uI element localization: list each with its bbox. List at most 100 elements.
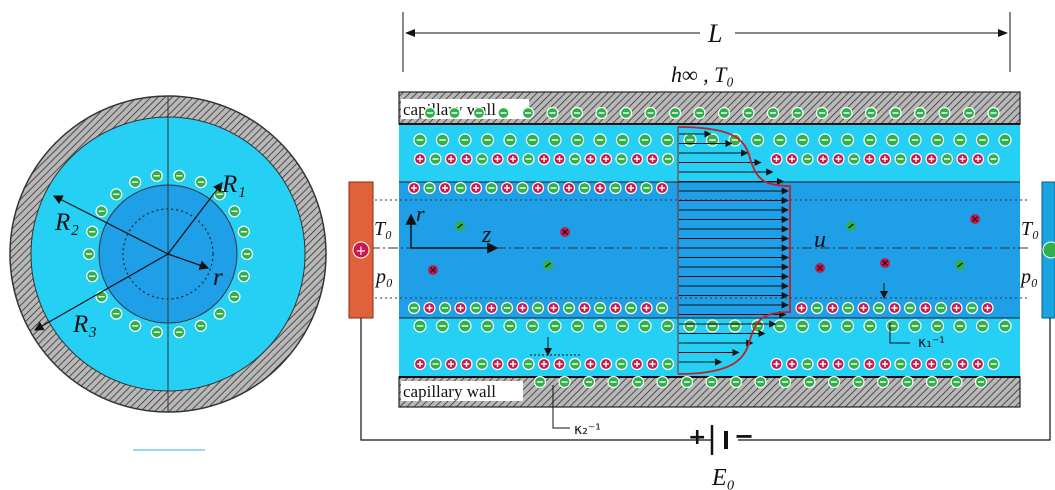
label-T0-left: T₀	[374, 218, 392, 240]
anode-plus-icon	[352, 241, 370, 259]
minus-ion-icon	[661, 152, 675, 166]
minus-ion-icon	[810, 301, 824, 315]
minus-ion-icon	[640, 181, 653, 195]
minus-ion-icon	[987, 106, 1000, 120]
label-length: L	[707, 19, 722, 48]
plus-ion-icon	[506, 357, 520, 371]
minus-ion-icon	[840, 319, 855, 333]
minus-ion-icon	[801, 357, 814, 371]
minus-ion-icon	[638, 133, 652, 147]
minus-ion-icon	[894, 357, 907, 371]
minus-ion-icon	[582, 375, 596, 389]
minus-ion-icon	[638, 319, 652, 333]
minus-ion-icon	[548, 133, 562, 147]
plus-ion-icon	[485, 301, 498, 315]
plus-ion-icon	[630, 357, 644, 371]
plus-ion-icon	[785, 357, 799, 371]
plus-ion-icon	[506, 152, 520, 166]
minus-ion-icon	[228, 205, 241, 218]
minus-ion-icon	[815, 106, 829, 120]
minus-ion-icon	[533, 375, 547, 389]
minus-ion-icon	[86, 270, 99, 283]
minus-ion-icon	[974, 375, 988, 389]
plus-ion-icon	[919, 301, 932, 315]
minus-ion-icon	[728, 319, 742, 333]
minus-ion-icon	[925, 375, 939, 389]
plus-ion-icon	[863, 152, 876, 166]
minus-ion-icon	[547, 181, 560, 195]
minus-ion-icon	[965, 301, 979, 315]
minus-ion-icon	[940, 357, 954, 371]
minus-ion-icon	[801, 152, 814, 166]
minus-ion-icon	[86, 225, 99, 238]
minus-ion-icon	[908, 319, 922, 333]
minus-ion-icon	[472, 106, 486, 120]
minus-ion-icon	[95, 290, 108, 303]
minus-ion-icon	[546, 106, 559, 120]
channel-ions	[407, 106, 1012, 389]
battery-minus-sign: −	[734, 422, 754, 450]
plus-ion-icon	[560, 227, 570, 237]
plus-ion-icon	[593, 181, 607, 195]
minus-ion-icon	[913, 106, 927, 120]
plus-ion-icon	[909, 152, 923, 166]
minus-ion-icon	[568, 152, 582, 166]
minus-ion-icon	[827, 375, 841, 389]
minus-ion-icon	[885, 133, 900, 147]
minus-ion-icon	[543, 260, 553, 270]
plus-ion-icon	[444, 152, 458, 166]
label-R3: R₃	[72, 311, 97, 338]
plus-ion-icon	[970, 214, 980, 224]
plus-ion-icon	[981, 301, 994, 315]
plus-ion-icon	[630, 152, 644, 166]
minus-ion-icon	[173, 169, 186, 182]
minus-ion-icon	[655, 301, 669, 315]
minus-ion-icon	[962, 106, 976, 120]
minus-ion-icon	[683, 133, 697, 147]
minus-ion-icon	[525, 133, 540, 147]
plus-ion-icon	[428, 265, 438, 275]
minus-ion-icon	[742, 106, 755, 120]
plus-ion-icon	[925, 152, 938, 166]
label-R1: R₁	[221, 171, 246, 198]
minus-ion-icon	[953, 133, 967, 147]
r-small-arrow	[167, 253, 210, 270]
plus-ion-icon	[770, 357, 783, 371]
minus-ion-icon	[953, 319, 967, 333]
plus-ion-icon	[640, 301, 653, 315]
minus-ion-icon	[522, 357, 535, 371]
minus-ion-icon	[578, 181, 591, 195]
minus-ion-icon	[644, 106, 657, 120]
minus-ion-icon	[615, 319, 630, 333]
minus-ion-icon	[435, 319, 450, 333]
minus-ion-icon	[568, 357, 582, 371]
plus-ion-icon	[655, 181, 669, 195]
minus-ion-icon	[497, 106, 510, 120]
minus-ion-icon	[717, 106, 731, 120]
minus-ion-icon	[503, 133, 517, 147]
minus-ion-icon	[480, 133, 495, 147]
minus-ion-icon	[413, 133, 427, 147]
minus-ion-icon	[795, 319, 810, 333]
minus-ion-icon	[570, 106, 584, 120]
plus-ion-icon	[516, 301, 529, 315]
plus-ion-icon	[624, 181, 638, 195]
plus-ion-icon	[956, 152, 969, 166]
minus-ion-icon	[660, 133, 675, 147]
minus-ion-icon	[423, 181, 436, 195]
minus-ion-icon	[407, 301, 421, 315]
minus-ion-icon	[885, 319, 900, 333]
minus-ion-icon	[615, 133, 630, 147]
minus-ion-icon	[847, 357, 861, 371]
plus-ion-icon	[863, 357, 876, 371]
plus-ion-icon	[584, 152, 597, 166]
minus-ion-icon	[693, 106, 706, 120]
minus-ion-icon	[458, 133, 472, 147]
plus-ion-icon	[646, 357, 659, 371]
minus-ion-icon	[889, 106, 902, 120]
minus-ion-icon	[955, 260, 965, 270]
minus-ion-icon	[429, 152, 442, 166]
minus-ion-icon	[429, 357, 442, 371]
minus-ion-icon	[773, 319, 787, 333]
minus-ion-icon	[680, 375, 694, 389]
